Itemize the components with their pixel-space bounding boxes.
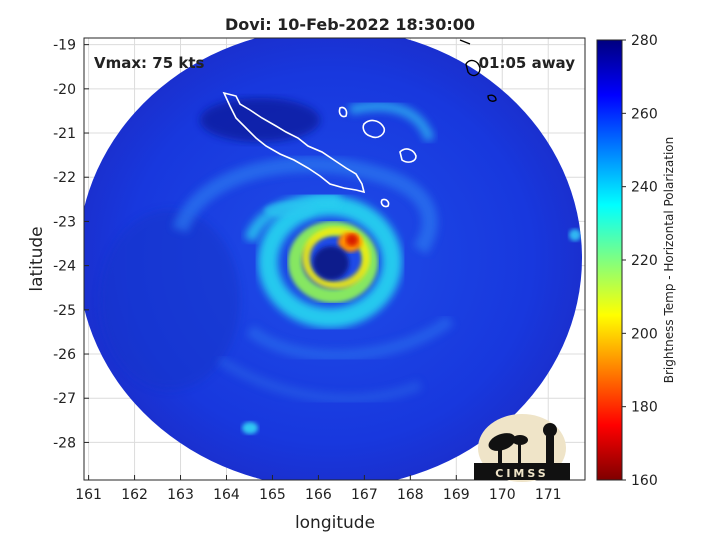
y-tick-label: -22 xyxy=(53,170,76,186)
coastline-island xyxy=(362,119,386,139)
x-tick-label: 169 xyxy=(443,487,470,503)
x-tick-label: 164 xyxy=(213,487,240,503)
cimss-logo-text: CIMSS xyxy=(495,467,548,480)
colorbar-tick-label: 220 xyxy=(631,253,658,269)
coastline-new-caledonia xyxy=(222,91,366,194)
time-away-label: 01:05 away xyxy=(479,54,576,72)
y-axis: -19 -20 -21 -22 -23 -24 -25 -26 -27 -28 xyxy=(53,38,89,451)
colorbar-tick-label: 260 xyxy=(631,106,658,122)
y-tick-label: -24 xyxy=(53,259,76,275)
y-tick-label: -20 xyxy=(53,82,76,98)
x-axis: 161 162 163 164 165 166 167 168 169 170 171 xyxy=(75,475,562,503)
x-tick-label: 167 xyxy=(351,487,378,503)
y-tick-label: -27 xyxy=(53,391,76,407)
y-tick-label: -28 xyxy=(53,435,76,451)
y-tick-label: -26 xyxy=(53,347,76,363)
x-tick-label: 171 xyxy=(535,487,562,503)
x-axis-label: longitude xyxy=(295,513,375,533)
colorbar-ticks: 280 260 240 220 200 180 160 xyxy=(622,33,658,489)
coastline-island xyxy=(487,94,497,102)
x-tick-label: 162 xyxy=(121,487,148,503)
x-tick-label: 170 xyxy=(489,487,516,503)
y-tick-label: -19 xyxy=(53,38,76,54)
y-tick-label: -23 xyxy=(53,214,76,230)
colorbar-tick-label: 200 xyxy=(631,326,658,342)
coastline-island xyxy=(338,106,348,118)
chart-title: Dovi: 10-Feb-2022 18:30:00 xyxy=(225,15,475,34)
colorbar-tick-label: 240 xyxy=(631,180,658,196)
cimss-logo: CIMSS xyxy=(474,414,570,482)
y-axis-label: latitude xyxy=(27,226,47,291)
axes-box xyxy=(83,37,586,481)
x-tick-label: 166 xyxy=(305,487,332,503)
x-tick-label: 161 xyxy=(75,487,102,503)
colorbar-tick-label: 180 xyxy=(631,400,658,416)
coastline-island xyxy=(465,59,481,77)
coastline-island xyxy=(380,198,390,208)
y-tick-label: -21 xyxy=(53,126,76,142)
x-tick-label: 168 xyxy=(397,487,424,503)
colorbar-tick-label: 160 xyxy=(631,473,658,489)
coastline-island xyxy=(399,148,417,163)
colorbar-label: Brightness Temp - Horizontal Polarizatio… xyxy=(662,137,676,384)
x-tick-label: 165 xyxy=(259,487,286,503)
brightness-temp-swath xyxy=(84,38,582,480)
x-tick-label: 163 xyxy=(167,487,194,503)
colorbar-tick-label: 280 xyxy=(631,33,658,49)
y-tick-label: -25 xyxy=(53,303,76,319)
colorbar xyxy=(596,39,623,481)
coastline-island xyxy=(459,39,471,45)
vmax-label: Vmax: 75 kts xyxy=(94,54,204,72)
